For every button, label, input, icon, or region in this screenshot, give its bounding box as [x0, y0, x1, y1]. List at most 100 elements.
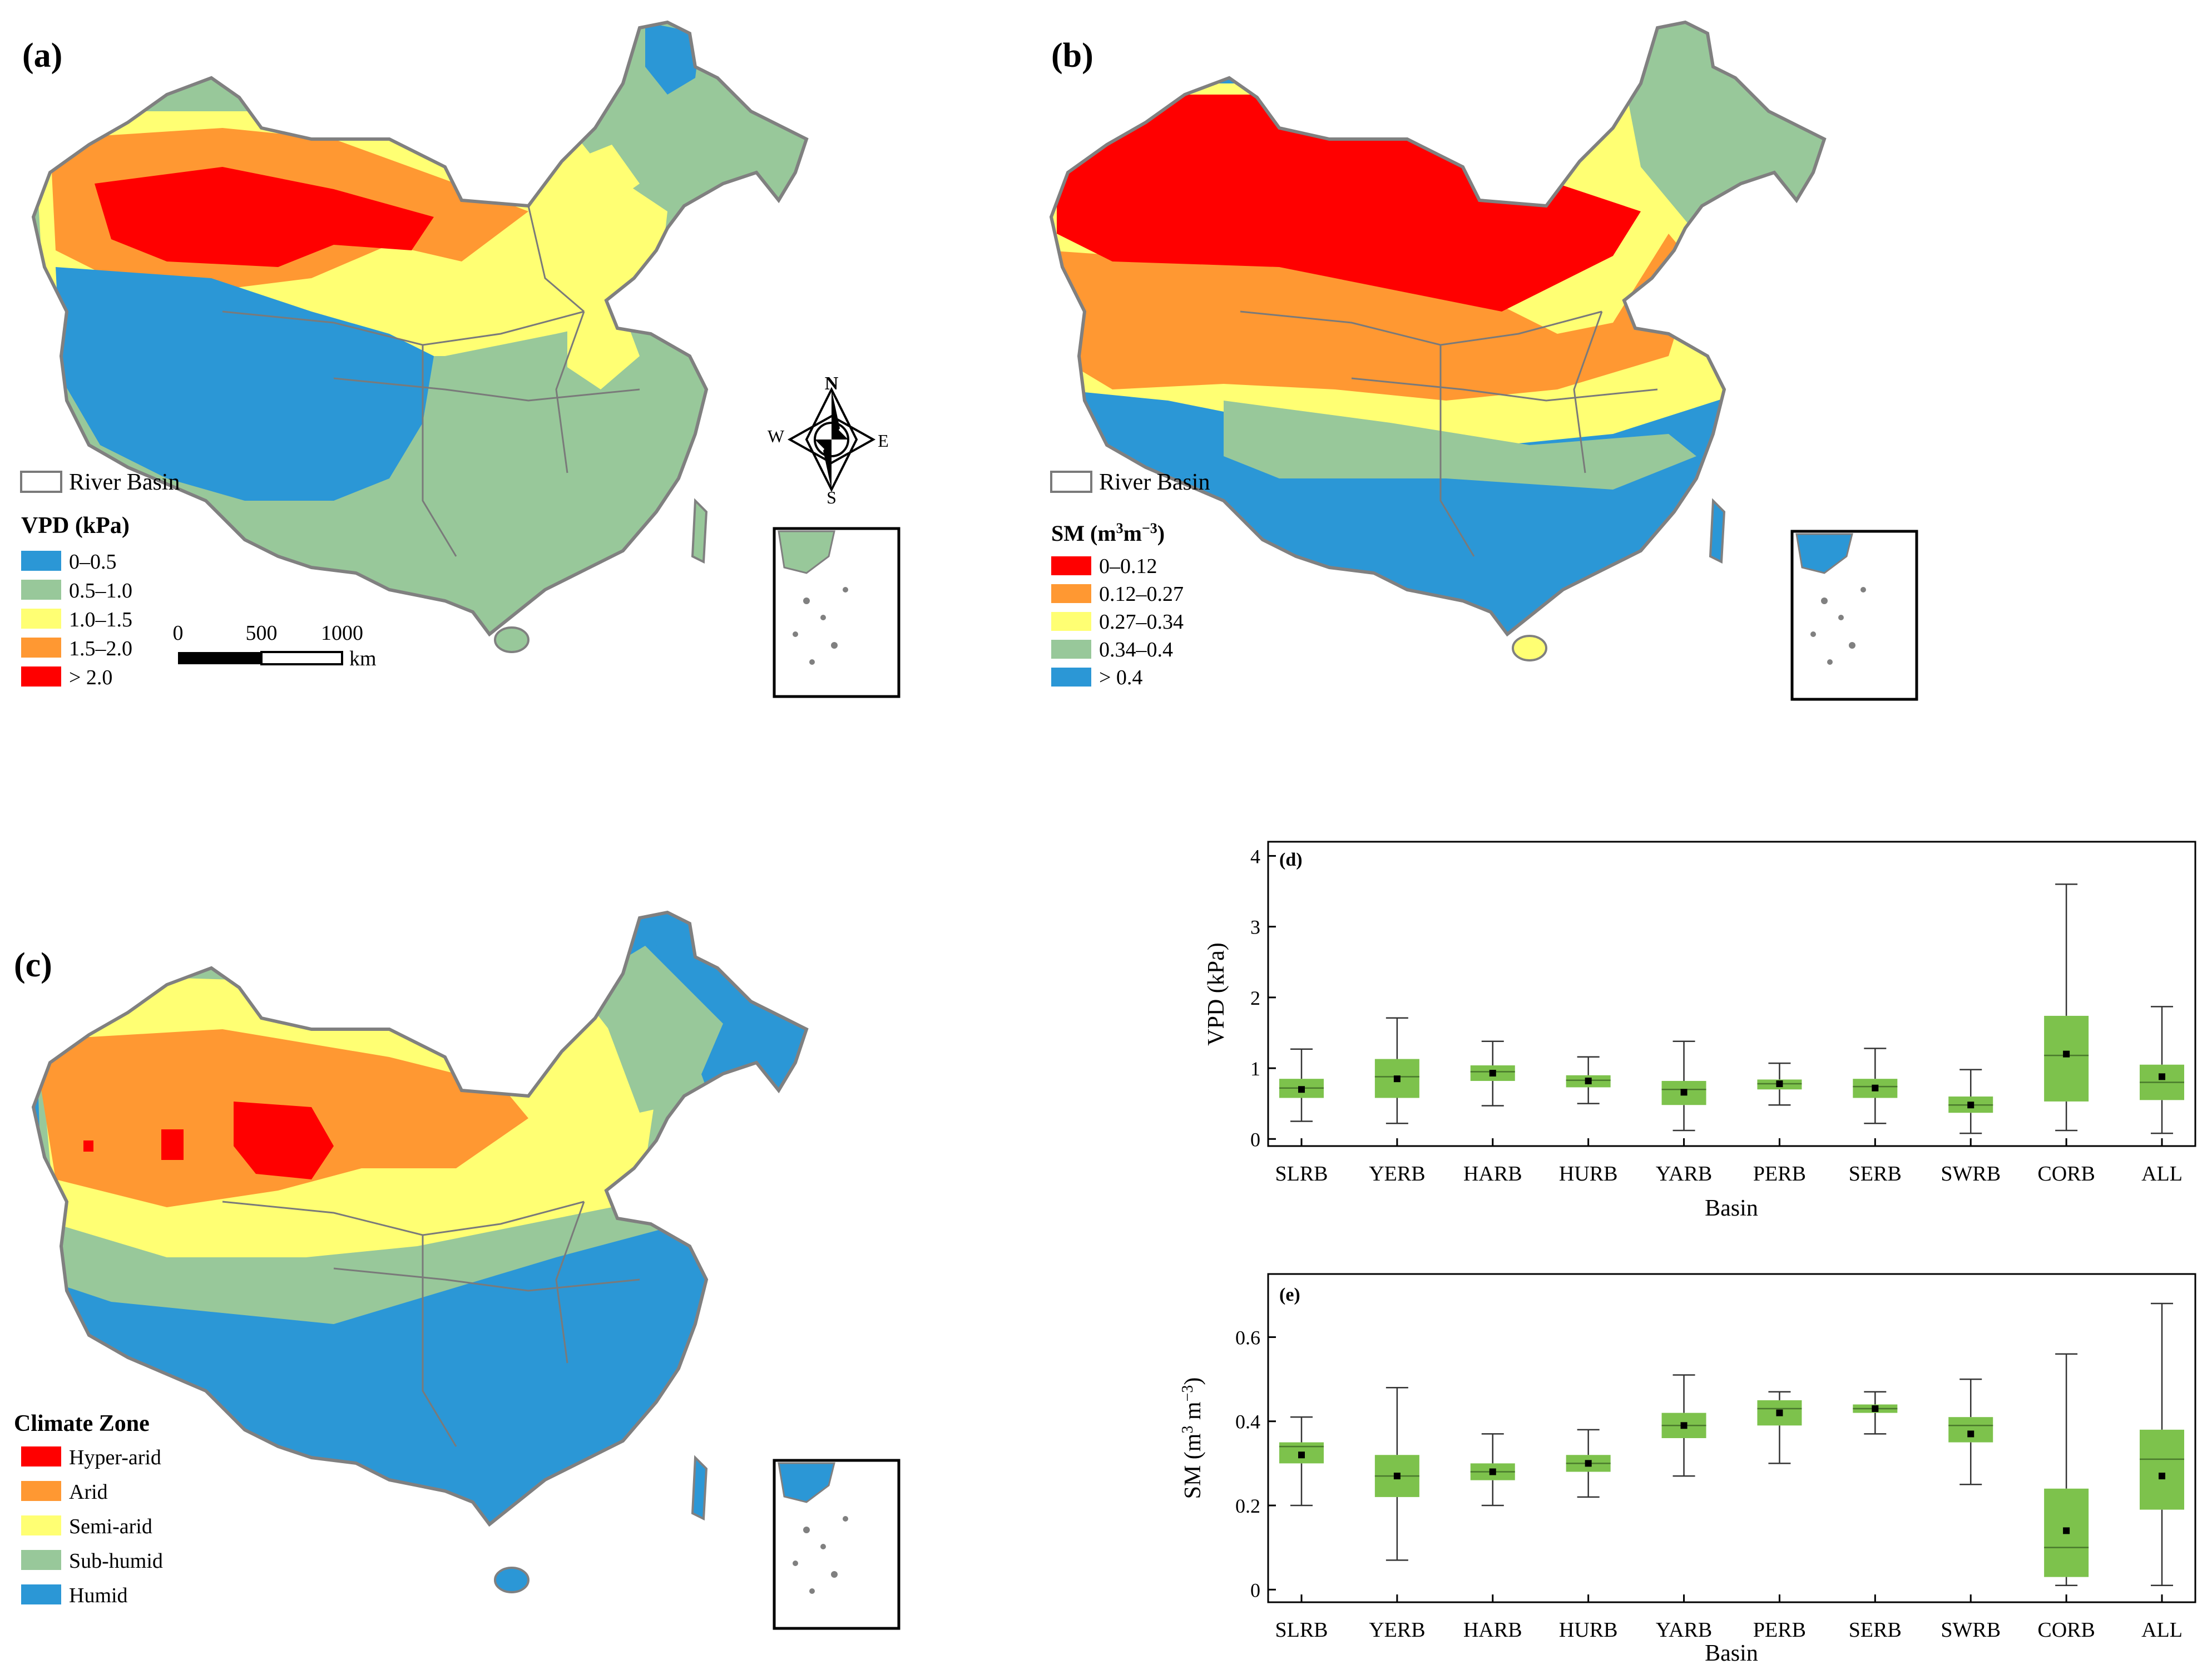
- vpd-swatch-4: [21, 666, 61, 687]
- x-tick-label: ALL: [2141, 1162, 2183, 1186]
- x-axis-title-d: Basin: [1705, 1196, 1758, 1221]
- vpd-swatch-1: [21, 580, 61, 600]
- x-tick-label: SLRB: [1275, 1162, 1328, 1186]
- sm-boxplot-chart: (e) 00.20.40.6 SLRB YERB HARB HURB YARB PERB S…: [1179, 1273, 2196, 1666]
- climate-swatch-1: [21, 1481, 61, 1501]
- panel-b-tag: (b): [1051, 37, 1093, 75]
- panel-c-map: (c) Climate Zone Hyper-arid Arid Semi-ar…: [14, 910, 900, 1630]
- scale-label-0: 0: [173, 621, 184, 645]
- mean-marker: [2159, 1473, 2165, 1480]
- basin-legend-swatch-b: [1050, 471, 1092, 493]
- legend-c: Climate Zone Hyper-arid Arid Semi-arid S…: [14, 1411, 163, 1607]
- basin-legend-label-a: River Basin: [69, 470, 180, 495]
- box-iqr: [2044, 1015, 2089, 1102]
- mean-marker: [1298, 1451, 1305, 1459]
- hainan-b: [1512, 635, 1547, 661]
- mean-marker: [1776, 1409, 1783, 1416]
- china-outline-c: [31, 910, 809, 1527]
- vpd-swatch-0: [21, 551, 61, 571]
- sm-swatch-2: [1051, 612, 1091, 631]
- hainan-c: [494, 1567, 530, 1593]
- sm-class-label-1: 0.12–0.27: [1099, 582, 1184, 606]
- plot-frame-d: [1267, 841, 2196, 1147]
- x-axis-d: SLRB YERB HARB HURB YARB PERB SERB SWRB CORB ALL: [1275, 1138, 2183, 1186]
- vpd-swatch-2: [21, 609, 61, 629]
- zone-hyperarid-patch: [161, 1129, 184, 1160]
- climate-swatch-4: [21, 1584, 61, 1604]
- scale-bar: 0 500 1000 km: [173, 621, 377, 670]
- x-tick-label: CORB: [2037, 1162, 2095, 1186]
- climate-label-2: Semi-arid: [69, 1515, 152, 1538]
- south-china-sea-inset-c: [773, 1459, 900, 1630]
- legend-a: River Basin VPD (kPa) 0–0.5 0.5–1.0 1.0–…: [20, 470, 180, 689]
- sm-swatch-3: [1051, 640, 1091, 659]
- mean-marker: [2159, 1073, 2165, 1080]
- sm-class-0-0.12-area: [1057, 95, 1641, 312]
- zone-hyperarid-area: [234, 1102, 334, 1179]
- taiwan-c: [691, 1455, 708, 1521]
- mean-marker: [1967, 1102, 1975, 1109]
- zone-northeast-subhumid-area: [590, 946, 723, 1113]
- south-china-sea-inset-a: [773, 527, 900, 698]
- y-tick-label: 0.6: [1235, 1326, 1260, 1349]
- vpd-class-0-0.5-area: [56, 267, 434, 501]
- plot-frame-e: [1267, 1273, 2196, 1603]
- scale-bar-black: [178, 652, 261, 664]
- basin-legend-swatch-a: [20, 471, 62, 493]
- x-tick-label: YERB: [1369, 1162, 1425, 1186]
- x-tick-label: SWRB: [1941, 1162, 2001, 1186]
- climate-swatch-3: [21, 1550, 61, 1570]
- mean-marker: [1680, 1089, 1688, 1096]
- vpd-boxplot-chart: (d) 0 1 2 3 4 SLRB YERB HARB HURB YARB PERB SERB SW…: [1204, 841, 2196, 1221]
- y-axis-d: 0 1 2 3 4: [1250, 845, 1276, 1150]
- mean-marker: [1393, 1075, 1401, 1083]
- sm-class-0.12-0.27-area: [1051, 234, 1696, 401]
- vpd-north-yellow-area: [556, 145, 640, 211]
- x-tick-label: HARB: [1463, 1618, 1522, 1642]
- sm-class-label-2: 0.27–0.34: [1099, 610, 1184, 634]
- y-tick-label: 4: [1250, 845, 1260, 867]
- x-tick-label: ALL: [2141, 1618, 2183, 1642]
- y-tick-label: 0.2: [1235, 1495, 1260, 1517]
- x-tick-label: HURB: [1559, 1618, 1618, 1642]
- mean-marker: [1872, 1084, 1879, 1092]
- panel-a-tag: (a): [22, 37, 62, 75]
- sm-swatch-0: [1051, 556, 1091, 575]
- climate-swatch-2: [21, 1515, 61, 1535]
- vpd-east-yellow-area: [567, 312, 640, 389]
- boxes-d: [1279, 883, 2184, 1134]
- sm-class-label-4: > 0.4: [1099, 666, 1142, 689]
- compass-s: S: [827, 487, 837, 507]
- vpd-class-label-1: 0.5–1.0: [69, 579, 132, 603]
- mean-marker: [1967, 1430, 1975, 1438]
- panel-b-map: (b) River Basin SM (m3m−3) 0–0.12 0.12–0…: [1049, 20, 1918, 701]
- vpd-legend-title: VPD (kPa): [21, 513, 130, 539]
- vpd-northeast-low-area: [645, 22, 701, 95]
- mean-marker: [2063, 1050, 2070, 1058]
- mean-marker: [1393, 1473, 1401, 1480]
- x-tick-label: YERB: [1369, 1618, 1425, 1642]
- vpd-swatch-3: [21, 638, 61, 658]
- vpd-class-label-3: 1.5–2.0: [69, 637, 132, 660]
- y-axis-e: 0 0.2 0.4 0.6: [1235, 1326, 1276, 1601]
- y-tick-label: 2: [1250, 987, 1260, 1009]
- x-tick-label: SWRB: [1941, 1618, 2001, 1642]
- mean-marker: [1489, 1069, 1496, 1077]
- x-tick-label: HURB: [1559, 1162, 1618, 1186]
- vpd-class-label-0: 0–0.5: [69, 550, 117, 574]
- climate-label-1: Arid: [69, 1480, 108, 1504]
- panel-a-map: (a) River Basin VPD (kPa) 0–0.5 0.5–1.0 …: [20, 20, 900, 698]
- mean-marker: [2063, 1527, 2070, 1534]
- x-tick-label: SERB: [1849, 1618, 1902, 1642]
- climate-label-3: Sub-humid: [69, 1549, 163, 1573]
- y-tick-label: 0: [1250, 1579, 1260, 1601]
- vpd-class-label-4: > 2.0: [69, 666, 112, 689]
- y-axis-title-d: VPD (kPa): [1204, 942, 1229, 1046]
- panel-e-tag: (e): [1279, 1285, 1300, 1305]
- vpd-class-label-2: 1.0–1.5: [69, 608, 132, 631]
- basin-legend-label-b: River Basin: [1099, 470, 1210, 495]
- climate-label-0: Hyper-arid: [69, 1446, 161, 1469]
- mean-marker: [1872, 1405, 1879, 1413]
- basin-boundaries-a: [222, 205, 640, 557]
- x-tick-label: SERB: [1849, 1162, 1902, 1186]
